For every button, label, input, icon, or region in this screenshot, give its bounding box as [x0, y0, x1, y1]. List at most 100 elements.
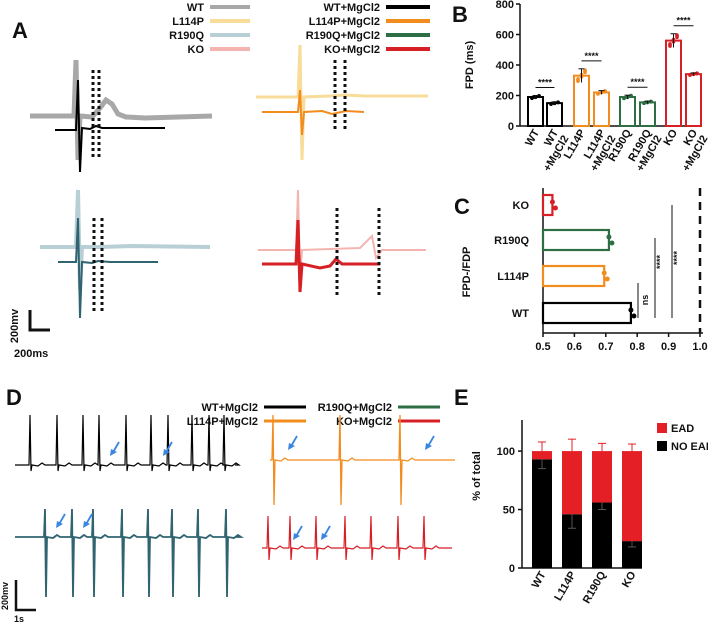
panel-e-legend: EAD NO EAD — [657, 423, 708, 453]
data-point — [642, 101, 646, 105]
legend-a-ko-mg: KO+MgCl2 — [324, 44, 380, 56]
bar — [546, 102, 563, 127]
x-tick-label: 0.7 — [598, 341, 613, 353]
trace-d-l114p — [270, 414, 455, 506]
bar-ead — [532, 451, 552, 460]
bar-no-ead — [592, 502, 612, 568]
trace-r190q-mgcl2 — [58, 217, 158, 319]
sig-label: **** — [672, 251, 682, 266]
y-tick-label: 200 — [496, 91, 514, 103]
trace-l114p-pair — [256, 44, 428, 161]
y-tick-label: 0 — [508, 121, 514, 133]
panel-c-ylabel: FPD-/FDP — [461, 247, 473, 298]
data-point — [695, 71, 699, 75]
panel-d-arrows — [56, 435, 435, 540]
legend-ead-swatch — [657, 423, 667, 433]
category-label: WT — [523, 127, 542, 148]
sig-label: **** — [655, 255, 665, 270]
panel-label-b: B — [452, 2, 468, 27]
data-point — [549, 101, 553, 106]
trace-d-r190q — [15, 508, 244, 598]
bar-no-ead — [622, 541, 642, 568]
legend-d-l114p: L114P+MgCl2 — [187, 416, 258, 428]
trace-d-wt — [15, 414, 241, 472]
trace-ko-pair — [258, 189, 426, 298]
trace-wt — [30, 59, 213, 161]
arrow-head-icon — [163, 449, 170, 456]
y-tick-label: 100 — [497, 446, 515, 458]
bar-ead — [592, 451, 612, 503]
legend-ead: EAD — [671, 423, 694, 435]
panel-a: WT L114P R190Q KO WT+MgCl2 L114P+MgCl2 R… — [9, 2, 430, 360]
arrow-head-icon — [321, 533, 328, 540]
scale-y-label: 200mv — [9, 308, 21, 343]
bar — [593, 91, 610, 127]
panel-a-scale-bar: 200mv 200ms — [9, 308, 50, 360]
data-point — [601, 270, 607, 276]
data-point — [688, 72, 692, 77]
data-point — [596, 91, 600, 96]
legend-d-r190q: R190Q+MgCl2 — [318, 402, 392, 414]
legend-a-ko: KO — [188, 44, 205, 56]
bar — [573, 74, 590, 128]
arrow-head-icon — [425, 443, 432, 450]
trace-r190q — [40, 189, 211, 291]
legend-a-r190q-mg: R190Q+MgCl2 — [306, 30, 380, 42]
bar — [527, 96, 544, 128]
legend-d-wt: WT+MgCl2 — [201, 402, 258, 414]
panel-a-legend: WT L114P R190Q KO WT+MgCl2 L114P+MgCl2 R… — [169, 2, 430, 56]
panel-e-ylabel: % of total — [471, 451, 483, 501]
bar — [639, 101, 656, 128]
panel-d: WT+MgCl2 L114P+MgCl2 R190Q+MgCl2 KO+MgCl… — [0, 402, 455, 624]
arrow-head-icon — [110, 449, 117, 456]
legend-a-l114p-mg: L114P+MgCl2 — [309, 16, 380, 28]
arrow-head-icon — [288, 443, 295, 450]
panel-b: FPD (ms) 0 200 400 600 800 **** **** ******** … — [464, 0, 708, 174]
arrow-head-icon — [293, 533, 300, 540]
data-point — [530, 95, 534, 100]
data-point — [609, 240, 615, 246]
data-point — [552, 205, 558, 211]
data-point — [668, 42, 672, 46]
x-tick-label: 1.0 — [692, 341, 707, 353]
data-point — [606, 234, 612, 240]
panel-b-ticks: 0 200 400 600 800 — [496, 0, 520, 133]
data-point — [576, 77, 580, 81]
data-point — [622, 96, 626, 100]
scale-x-label: 1s — [14, 614, 24, 624]
trace-ko-mgcl2 — [262, 219, 380, 293]
bar — [665, 39, 682, 127]
scale-y-label: 200mv — [0, 582, 10, 610]
category-label: R190Q — [494, 235, 529, 247]
sig-label: **** — [676, 16, 691, 26]
trace-wt-pair — [30, 59, 213, 173]
data-point — [649, 99, 653, 104]
category-label: KO — [661, 127, 680, 148]
panel-c-ticks: 0.5 0.6 0.7 0.8 0.9 1.0 — [535, 333, 708, 353]
data-point — [631, 313, 637, 319]
panel-b-categories: WT WT+MgCl2L114PL114P+MgCl2R190QR190Q+MgC… — [523, 127, 708, 174]
bar-ead — [622, 451, 642, 542]
scale-bar — [28, 310, 50, 332]
panel-e-bars — [532, 438, 642, 568]
scale-bar — [14, 580, 36, 612]
data-point — [628, 307, 634, 313]
category-label: L114P — [497, 271, 529, 283]
legend-a-wt: WT — [187, 2, 204, 14]
sig-label: **** — [538, 78, 553, 88]
trace-d-ko — [262, 515, 452, 561]
panel-d-scale-bar: 200mv 1s — [0, 580, 36, 624]
x-tick-label: 0.6 — [567, 341, 582, 353]
bar — [619, 96, 636, 128]
bar-no-ead — [562, 514, 582, 568]
category-label: KO — [620, 569, 639, 590]
bar-no-ead — [532, 459, 552, 568]
scale-x-label: 200ms — [14, 348, 48, 360]
legend-a-r190q: R190Q — [169, 30, 204, 42]
data-point — [537, 94, 541, 98]
legend-a-l114p: L114P — [172, 16, 204, 28]
bar — [541, 228, 611, 252]
x-tick-label: 0.9 — [661, 341, 676, 353]
bar — [685, 73, 702, 127]
